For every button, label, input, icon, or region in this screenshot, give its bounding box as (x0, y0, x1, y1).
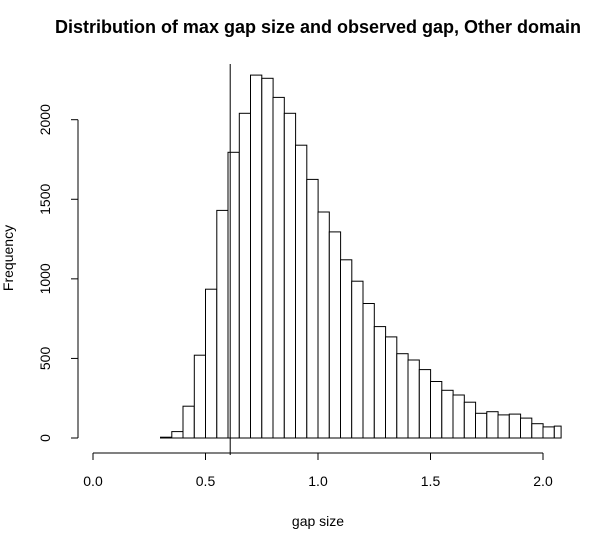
histogram-bar (295, 144, 308, 439)
histogram-bar (396, 353, 409, 439)
y-tick-label: 1500 (37, 183, 53, 214)
y-tick-label: 0 (37, 434, 53, 442)
histogram-bar (250, 74, 263, 439)
histogram-bar (553, 425, 562, 439)
histogram-bar (317, 211, 330, 439)
histogram-bar (531, 423, 544, 439)
x-tick-label: 0.5 (196, 473, 216, 489)
x-tick-label: 1.0 (308, 473, 328, 489)
histogram-bar (306, 178, 319, 439)
histogram-bar (373, 326, 387, 439)
histogram-bar (520, 417, 533, 439)
histogram-bar (362, 303, 375, 439)
histogram-bar (497, 414, 510, 439)
histogram-bar (430, 381, 443, 439)
x-tick-label: 1.5 (421, 473, 441, 489)
histogram-bar (205, 288, 218, 439)
y-axis: 0 500 1000 1500 2000 (37, 104, 79, 442)
histogram-bar (227, 151, 240, 439)
histogram-bar (452, 394, 465, 439)
histogram-bar (171, 431, 184, 439)
histogram-bar (508, 413, 522, 439)
x-tick-label: 0.0 (83, 473, 103, 489)
histogram-bar (463, 401, 477, 439)
x-axis: 0.0 0.5 1.0 1.5 2.0 (83, 452, 553, 489)
y-tick-label: 1000 (37, 263, 53, 294)
histogram-bar (340, 259, 353, 439)
histogram-bars (160, 74, 562, 439)
histogram-bar (418, 369, 432, 439)
x-axis-label: gap size (292, 513, 344, 529)
y-axis-label: Frequency (0, 225, 16, 291)
histogram-bar (486, 411, 499, 439)
histogram-bar (216, 209, 229, 439)
histogram-bar (542, 426, 555, 439)
histogram-bar (407, 359, 420, 439)
y-tick-label: 2000 (37, 104, 53, 135)
x-tick-label: 2.0 (533, 473, 553, 489)
histogram-bar (261, 77, 274, 439)
histogram-bar (328, 231, 342, 439)
histogram-bar (160, 436, 173, 439)
y-tick-label: 500 (37, 347, 53, 371)
chart-title: Distribution of max gap size and observe… (55, 17, 581, 37)
histogram-bar (385, 336, 398, 439)
histogram-bar (182, 405, 195, 439)
histogram-bar (272, 96, 285, 439)
histogram-bar (441, 389, 454, 439)
histogram-bar (475, 412, 488, 439)
histogram-bar (351, 280, 364, 439)
histogram-bar (283, 112, 297, 439)
histogram-bar (238, 112, 252, 439)
histogram-bar (193, 354, 207, 439)
